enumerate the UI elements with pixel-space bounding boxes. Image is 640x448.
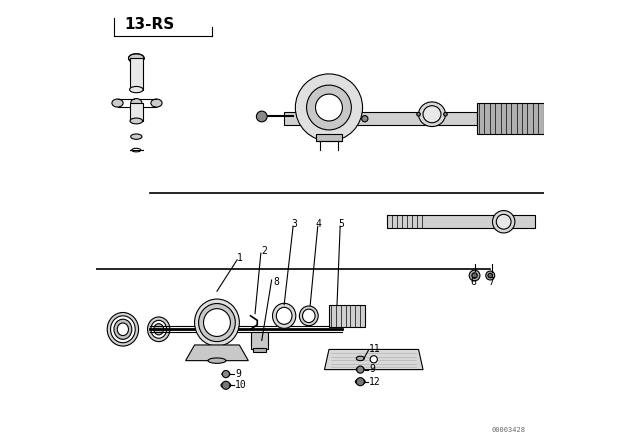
Circle shape	[356, 378, 364, 386]
Text: 5: 5	[338, 219, 344, 229]
Bar	[130, 103, 143, 121]
Ellipse shape	[273, 303, 296, 328]
Ellipse shape	[208, 358, 226, 363]
Text: 00003428: 00003428	[491, 427, 525, 433]
Ellipse shape	[195, 299, 239, 346]
Ellipse shape	[417, 112, 420, 116]
Circle shape	[362, 116, 368, 122]
Text: 3: 3	[291, 219, 297, 229]
Polygon shape	[316, 134, 342, 141]
Text: 13-RS: 13-RS	[125, 17, 175, 32]
Circle shape	[488, 273, 493, 278]
Polygon shape	[284, 112, 477, 125]
Ellipse shape	[276, 307, 292, 324]
Ellipse shape	[496, 215, 511, 229]
Ellipse shape	[107, 313, 139, 346]
Ellipse shape	[356, 367, 364, 372]
Ellipse shape	[423, 106, 441, 123]
Text: 1: 1	[237, 253, 243, 263]
Ellipse shape	[131, 99, 142, 108]
Circle shape	[316, 94, 342, 121]
Text: 12: 12	[369, 377, 381, 387]
Circle shape	[356, 366, 364, 373]
Ellipse shape	[303, 309, 315, 323]
Bar	[253, 348, 266, 352]
Ellipse shape	[131, 134, 142, 139]
Circle shape	[370, 356, 378, 363]
Polygon shape	[477, 103, 544, 134]
Ellipse shape	[151, 99, 162, 107]
Ellipse shape	[444, 112, 447, 116]
Circle shape	[222, 370, 230, 378]
Ellipse shape	[204, 309, 230, 336]
Bar	[251, 332, 269, 349]
Text: 10: 10	[235, 380, 246, 390]
Text: 11: 11	[369, 345, 381, 354]
Ellipse shape	[419, 102, 445, 127]
Polygon shape	[329, 305, 365, 327]
Ellipse shape	[300, 306, 318, 326]
Bar	[130, 58, 143, 90]
Circle shape	[296, 74, 363, 141]
Text: 9: 9	[369, 364, 375, 374]
Polygon shape	[387, 215, 535, 228]
Ellipse shape	[154, 323, 164, 335]
Polygon shape	[186, 345, 248, 361]
Circle shape	[222, 381, 230, 389]
Ellipse shape	[129, 54, 144, 63]
Ellipse shape	[221, 383, 231, 388]
Ellipse shape	[151, 320, 166, 338]
Ellipse shape	[130, 86, 143, 93]
Ellipse shape	[111, 316, 135, 343]
Polygon shape	[324, 349, 423, 370]
Text: 2: 2	[261, 246, 267, 256]
Circle shape	[486, 271, 495, 280]
Ellipse shape	[198, 304, 236, 341]
Ellipse shape	[114, 319, 132, 340]
Circle shape	[307, 85, 351, 130]
Ellipse shape	[356, 356, 364, 361]
Ellipse shape	[112, 99, 123, 107]
Circle shape	[472, 273, 477, 278]
Text: 4: 4	[316, 219, 321, 229]
Text: 7: 7	[488, 277, 494, 287]
Ellipse shape	[148, 317, 170, 341]
Circle shape	[257, 111, 267, 122]
Ellipse shape	[222, 372, 230, 376]
Text: 9: 9	[235, 369, 241, 379]
Ellipse shape	[117, 323, 129, 336]
Ellipse shape	[493, 211, 515, 233]
Ellipse shape	[130, 118, 143, 124]
Circle shape	[469, 270, 480, 281]
Text: 8: 8	[273, 277, 279, 287]
Ellipse shape	[355, 379, 365, 384]
Text: 6: 6	[470, 277, 476, 287]
